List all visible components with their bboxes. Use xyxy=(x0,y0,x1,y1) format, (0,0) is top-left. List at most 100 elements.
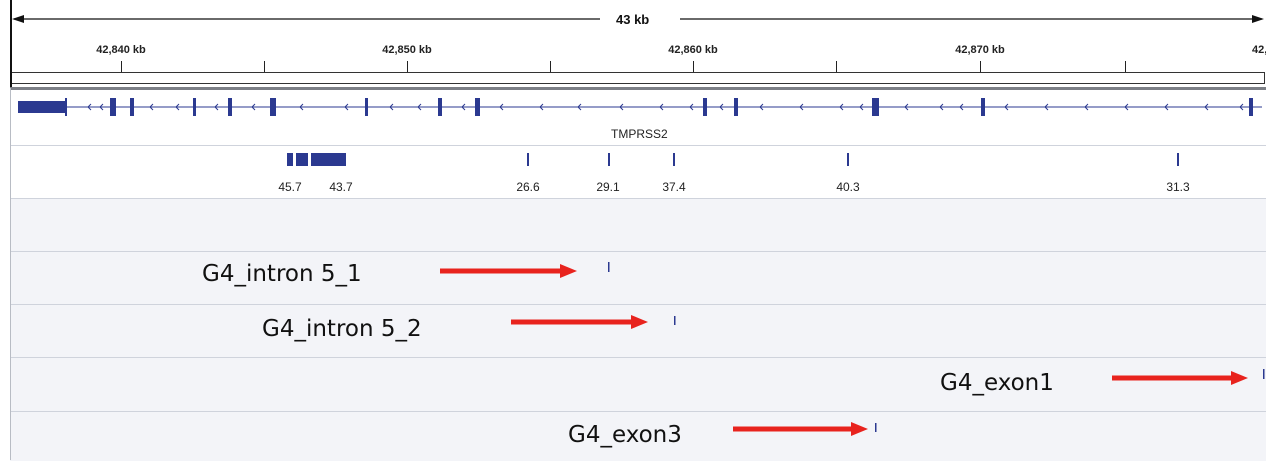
ruler-tick-label: 42,840 kb xyxy=(96,44,146,56)
strand-arrow-icon xyxy=(299,103,304,111)
annotation-label: G4_intron 5_1 xyxy=(202,261,362,287)
strand-arrow-icon xyxy=(689,103,694,111)
g4-feature-mark xyxy=(875,423,877,432)
strand-arrow-icon xyxy=(99,103,104,111)
strand-arrows xyxy=(87,103,1244,111)
ruler-major-tick xyxy=(407,61,408,72)
exon-block xyxy=(703,98,707,116)
exon-block xyxy=(193,98,196,116)
score-track[interactable] xyxy=(10,145,1266,198)
score-feature-bar xyxy=(311,153,346,166)
strand-arrow-icon xyxy=(417,103,422,111)
strand-arrow-icon xyxy=(1084,103,1089,111)
strand-arrow-icon xyxy=(461,103,466,111)
ruler-tick-label: 42,870 kb xyxy=(955,44,1005,56)
score-feature-bar xyxy=(1177,153,1179,166)
g4-feature-mark xyxy=(608,262,610,272)
gene-exons xyxy=(18,98,1253,116)
strand-arrow-icon xyxy=(719,103,724,111)
exon-block xyxy=(438,98,442,116)
exon-block xyxy=(475,98,480,116)
exon-block xyxy=(1249,98,1253,116)
strand-arrow-icon xyxy=(389,103,394,111)
strand-arrow-icon xyxy=(499,103,504,111)
strand-arrow-icon xyxy=(799,103,804,111)
exon-block xyxy=(734,98,738,116)
strand-arrow-icon xyxy=(904,103,909,111)
score-feature-bar xyxy=(527,153,529,166)
strand-arrow-icon xyxy=(839,103,844,111)
exon-block xyxy=(365,98,368,116)
score-feature-bar xyxy=(608,153,610,166)
strand-arrow-icon xyxy=(939,103,944,111)
gene-track[interactable] xyxy=(10,90,1266,145)
score-feature-bar xyxy=(287,153,293,166)
ruler-span-line xyxy=(12,10,1264,28)
ruler-minor-tick xyxy=(550,61,551,72)
score-value: 37.4 xyxy=(662,180,686,194)
track-left-border xyxy=(10,88,11,460)
score-feature-bar xyxy=(847,153,849,166)
score-feature-bar xyxy=(673,153,675,166)
annotation-label: G4_exon3 xyxy=(568,422,682,448)
ruler-minor-tick xyxy=(836,61,837,72)
ruler-major-tick xyxy=(121,61,122,72)
strand-arrow-icon xyxy=(619,103,624,111)
strand-arrow-icon xyxy=(1124,103,1129,111)
ruler-span-label: 43 kb xyxy=(616,12,650,27)
strand-arrow-icon xyxy=(1204,103,1209,111)
exon-block xyxy=(270,98,276,116)
ruler-tick-label: 42,850 kb xyxy=(382,44,432,56)
strand-arrow-icon xyxy=(149,103,154,111)
exon-block xyxy=(130,98,134,116)
score-value: 26.6 xyxy=(516,180,540,194)
annotation-track-3[interactable] xyxy=(10,357,1266,411)
strand-arrow-icon xyxy=(539,103,544,111)
score-value: 29.1 xyxy=(596,180,620,194)
g4-feature-mark xyxy=(1263,369,1265,379)
strand-arrow-icon xyxy=(1044,103,1049,111)
annotation-track-4[interactable] xyxy=(10,411,1266,461)
arrow-icon xyxy=(1112,371,1248,385)
score-feature-bar xyxy=(296,153,308,166)
ruler-major-tick xyxy=(980,61,981,72)
exon-block xyxy=(65,98,67,116)
gene-model[interactable] xyxy=(0,90,1266,130)
g4-feature-mark xyxy=(674,316,676,325)
strand-arrow-icon xyxy=(759,103,764,111)
annotation-track-2[interactable] xyxy=(10,304,1266,357)
arrow-icon xyxy=(511,315,648,329)
score-value: 43.7 xyxy=(329,180,353,194)
strand-arrow-icon xyxy=(959,103,964,111)
ruler-tick-label: 42,88 xyxy=(1252,44,1266,56)
exon-block xyxy=(872,98,879,116)
strand-arrow-icon xyxy=(1239,103,1244,111)
strand-arrow-icon xyxy=(175,103,180,111)
strand-arrow-icon xyxy=(659,103,664,111)
utr-block xyxy=(18,101,66,113)
score-features[interactable] xyxy=(0,145,1266,175)
strand-arrow-icon xyxy=(1004,103,1009,111)
ruler-left-edge xyxy=(10,0,12,88)
arrow-icon xyxy=(733,422,868,436)
strand-arrow-icon xyxy=(859,103,864,111)
exon-block xyxy=(981,98,985,116)
ruler-divider xyxy=(10,87,1266,90)
ruler-tick-label: 42,860 kb xyxy=(668,44,718,56)
arrow-icon xyxy=(440,264,577,278)
score-value: 45.7 xyxy=(278,180,302,194)
empty-track[interactable] xyxy=(10,198,1266,251)
strand-arrow-icon xyxy=(214,103,219,111)
strand-arrow-icon xyxy=(251,103,256,111)
ruler-minor-tick xyxy=(264,61,265,72)
score-value: 31.3 xyxy=(1166,180,1190,194)
strand-arrow-icon xyxy=(344,103,349,111)
strand-arrow-icon xyxy=(577,103,582,111)
annotation-track-1[interactable] xyxy=(10,251,1266,304)
strand-arrow-icon xyxy=(87,103,92,111)
score-value: 40.3 xyxy=(836,180,860,194)
exon-block xyxy=(228,98,232,116)
exon-block xyxy=(110,98,116,116)
annotation-label: G4_intron 5_2 xyxy=(262,316,422,342)
